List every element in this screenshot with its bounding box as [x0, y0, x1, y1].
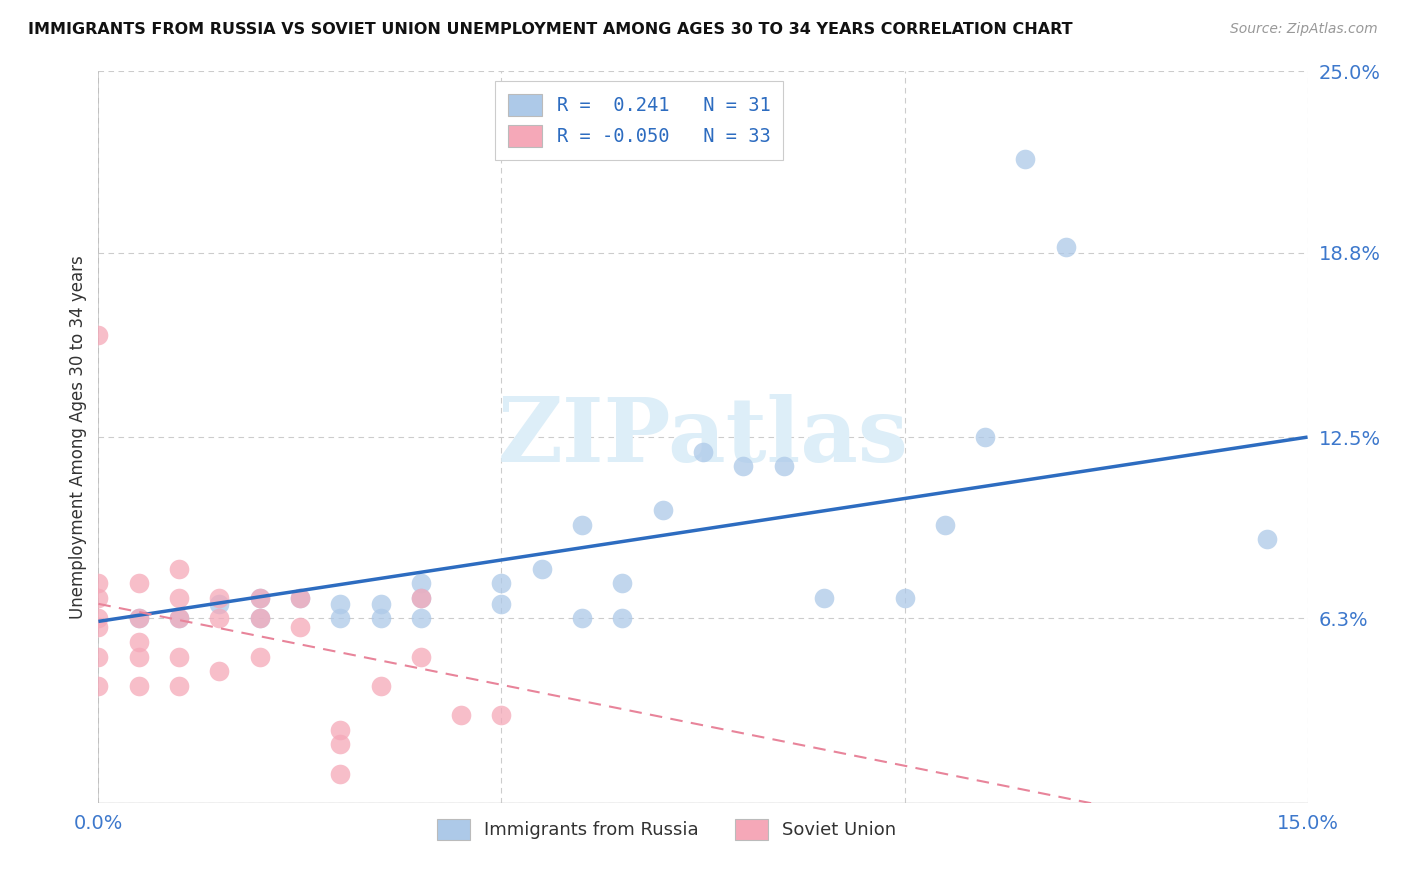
Point — [692, 444, 714, 458]
Point — [733, 459, 755, 474]
Point — [167, 679, 190, 693]
Point — [772, 459, 794, 474]
Point — [370, 611, 392, 625]
Point — [87, 576, 110, 591]
Point — [450, 708, 472, 723]
Point — [208, 611, 231, 625]
Point — [249, 649, 271, 664]
Point — [167, 611, 190, 625]
Point — [167, 562, 190, 576]
Point — [409, 611, 432, 625]
Point — [167, 649, 190, 664]
Point — [1054, 240, 1077, 254]
Point — [1256, 533, 1278, 547]
Point — [329, 597, 352, 611]
Point — [249, 591, 271, 605]
Point — [128, 635, 150, 649]
Point — [208, 591, 231, 605]
Point — [893, 591, 915, 605]
Point — [87, 591, 110, 605]
Point — [491, 576, 513, 591]
Point — [128, 679, 150, 693]
Point — [288, 620, 311, 634]
Legend: Immigrants from Russia, Soviet Union: Immigrants from Russia, Soviet Union — [425, 806, 908, 852]
Point — [329, 611, 352, 625]
Point — [87, 620, 110, 634]
Point — [329, 766, 352, 780]
Point — [612, 576, 634, 591]
Point — [288, 591, 311, 605]
Point — [370, 679, 392, 693]
Point — [208, 597, 231, 611]
Point — [409, 576, 432, 591]
Point — [370, 597, 392, 611]
Point — [409, 591, 432, 605]
Point — [329, 737, 352, 751]
Point — [491, 708, 513, 723]
Point — [208, 664, 231, 678]
Point — [87, 679, 110, 693]
Point — [934, 517, 956, 532]
Point — [813, 591, 835, 605]
Point — [167, 591, 190, 605]
Point — [409, 649, 432, 664]
Point — [87, 611, 110, 625]
Point — [249, 611, 271, 625]
Point — [87, 649, 110, 664]
Point — [409, 591, 432, 605]
Y-axis label: Unemployment Among Ages 30 to 34 years: Unemployment Among Ages 30 to 34 years — [69, 255, 87, 619]
Text: ZIPatlas: ZIPatlas — [498, 393, 908, 481]
Point — [530, 562, 553, 576]
Text: Source: ZipAtlas.com: Source: ZipAtlas.com — [1230, 22, 1378, 37]
Point — [651, 503, 673, 517]
Text: IMMIGRANTS FROM RUSSIA VS SOVIET UNION UNEMPLOYMENT AMONG AGES 30 TO 34 YEARS CO: IMMIGRANTS FROM RUSSIA VS SOVIET UNION U… — [28, 22, 1073, 37]
Point — [288, 591, 311, 605]
Point — [974, 430, 997, 444]
Point — [571, 517, 593, 532]
Point — [1014, 152, 1036, 166]
Point — [128, 576, 150, 591]
Point — [128, 611, 150, 625]
Point — [249, 591, 271, 605]
Point — [128, 611, 150, 625]
Point — [571, 611, 593, 625]
Point — [249, 611, 271, 625]
Point — [491, 597, 513, 611]
Point — [87, 327, 110, 342]
Point — [612, 611, 634, 625]
Point — [329, 723, 352, 737]
Point — [167, 611, 190, 625]
Point — [128, 649, 150, 664]
